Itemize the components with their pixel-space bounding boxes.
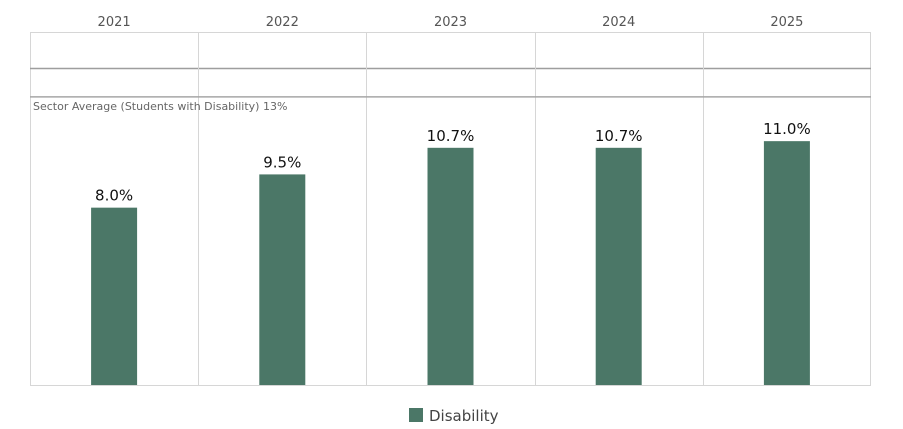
- year-label-2023: 2023: [434, 15, 467, 30]
- bar-2023: [427, 147, 474, 385]
- year-label-2022: 2022: [266, 15, 299, 30]
- sector-average-label: Sector Average (Students with Disability…: [33, 100, 287, 113]
- data-label-2025: 11.0%: [763, 120, 811, 138]
- bar-2024: [595, 147, 642, 385]
- legend: Disability: [409, 407, 499, 425]
- legend-swatch-disability: [409, 408, 423, 422]
- bar-series-disability: 8.0% 9.5% 10.7% 10.7% 11.0%: [91, 120, 811, 385]
- data-label-2021: 8.0%: [95, 187, 133, 205]
- data-label-2024: 10.7%: [595, 127, 643, 145]
- bar-2025: [763, 141, 810, 385]
- chart-border: [30, 32, 871, 386]
- year-label-2021: 2021: [98, 15, 131, 30]
- chart-frame: [30, 32, 871, 386]
- year-label-2024: 2024: [602, 15, 635, 30]
- sector-average-reference: Sector Average (Students with Disability…: [30, 96, 871, 113]
- data-label-2023: 10.7%: [427, 127, 475, 145]
- year-header-row: 2021 2022 2023 2024 2025: [98, 15, 804, 30]
- year-label-2025: 2025: [770, 15, 803, 30]
- bar-2022: [259, 174, 306, 385]
- data-label-2022: 9.5%: [263, 153, 301, 171]
- bar-2021: [91, 207, 138, 385]
- legend-label-disability: Disability: [429, 407, 499, 425]
